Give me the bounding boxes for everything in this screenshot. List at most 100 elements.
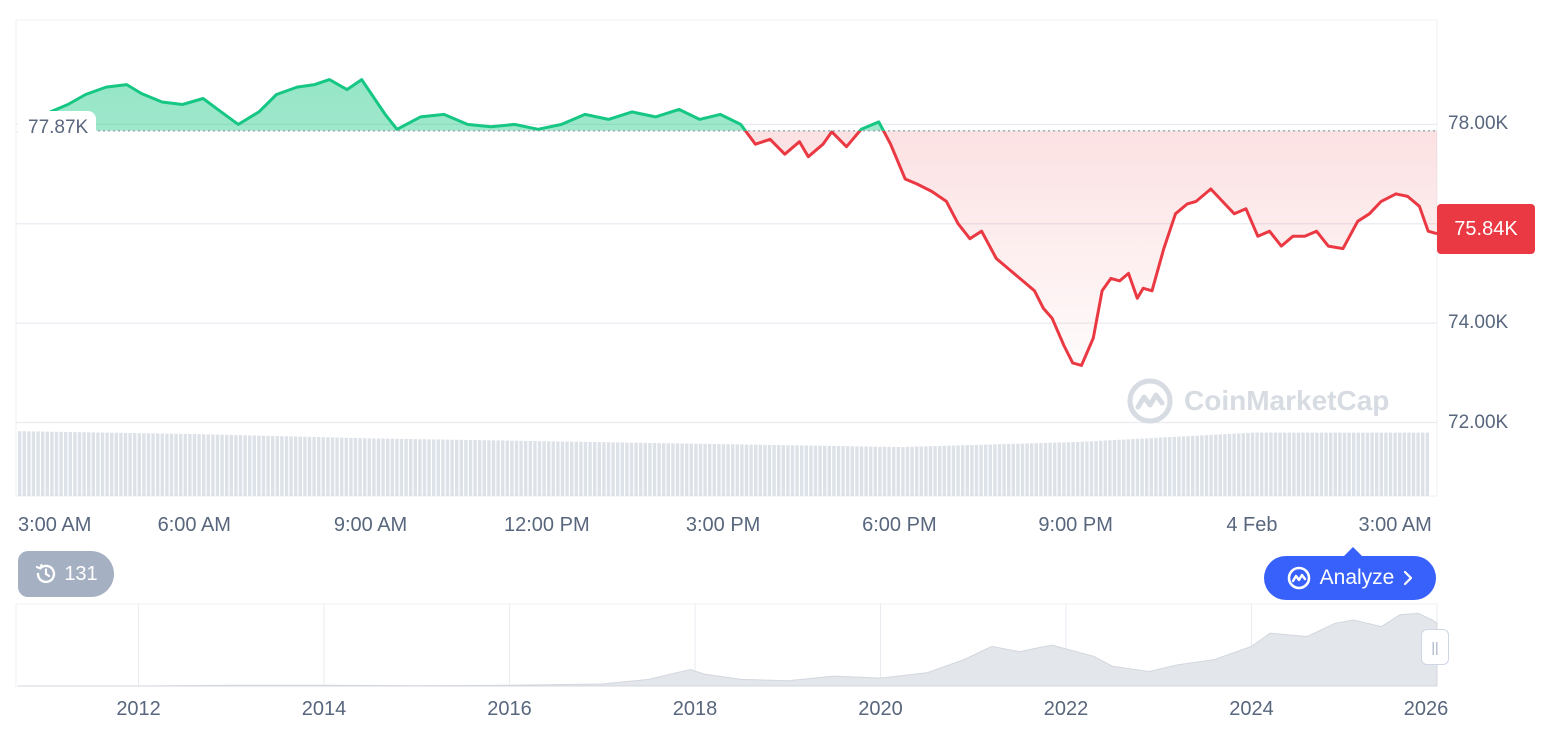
coinmarketcap-logo-icon xyxy=(1287,566,1310,590)
navigator-tick-label: 2016 xyxy=(487,698,532,720)
volume-bar xyxy=(183,433,187,496)
volume-bar xyxy=(1034,443,1038,496)
volume-bar xyxy=(257,435,261,496)
volume-bar xyxy=(1352,432,1356,496)
volume-bar xyxy=(1039,443,1043,496)
volume-bar xyxy=(358,438,362,496)
volume-bar xyxy=(800,445,804,496)
volume-bar xyxy=(528,440,532,496)
volume-bar xyxy=(1135,438,1140,496)
volume-bar xyxy=(593,442,597,496)
volume-bar xyxy=(307,436,312,496)
volume-bar xyxy=(1066,442,1071,496)
volume-bar xyxy=(1043,442,1048,496)
volume-bar xyxy=(179,433,183,496)
volume-bar xyxy=(1347,432,1351,496)
y-tick-label: 78.00K xyxy=(1448,113,1509,135)
volume-bar xyxy=(841,446,845,496)
volume-bar xyxy=(238,435,243,496)
volume-bar xyxy=(1361,432,1365,496)
volume-bar xyxy=(473,440,477,496)
volume-bar xyxy=(344,437,348,496)
volume-bar xyxy=(1260,432,1264,496)
volume-bar xyxy=(340,437,344,496)
volume-bar xyxy=(1296,432,1301,496)
volume-bar xyxy=(1416,432,1420,496)
volume-bar xyxy=(625,442,629,496)
volume-bar xyxy=(832,445,836,496)
current-price-text: 75.84K xyxy=(1454,217,1518,240)
volume-bar xyxy=(634,442,638,496)
volume-bar xyxy=(1103,440,1107,496)
volume-bar xyxy=(606,442,611,496)
navigator[interactable] xyxy=(15,603,1438,687)
volume-bar xyxy=(1057,442,1061,496)
volume-bar xyxy=(96,432,100,496)
navigator-tick-label: 2026 xyxy=(1403,698,1449,720)
volume-bar xyxy=(1126,439,1130,496)
current-price-label: 75.84K xyxy=(1437,204,1535,254)
volume-bar xyxy=(974,444,979,496)
volume-bar xyxy=(478,440,482,496)
volume-bar xyxy=(1025,443,1029,496)
volume-bar xyxy=(519,440,523,496)
drag-handle-icon: || xyxy=(1431,639,1439,655)
volume-bar xyxy=(225,434,229,496)
volume-bar xyxy=(942,445,946,496)
volume-bar xyxy=(855,446,859,496)
volume-bar xyxy=(280,436,284,496)
volume-bar xyxy=(919,446,923,496)
volume-bar xyxy=(1089,441,1094,496)
volume-bar xyxy=(1149,438,1153,496)
volume-bar xyxy=(1076,441,1080,496)
volume-bar xyxy=(1333,432,1337,496)
price-area-down xyxy=(18,130,1437,366)
volume-bar xyxy=(1393,432,1397,496)
volume-bar xyxy=(367,438,371,496)
volume-bar xyxy=(551,441,555,496)
volume-bar xyxy=(671,443,675,496)
volume-bar xyxy=(869,446,873,496)
volume-bar xyxy=(993,444,997,496)
volume-bar xyxy=(261,435,266,496)
volume-bar xyxy=(353,437,358,496)
volume-bar xyxy=(119,432,123,496)
volume-bar xyxy=(491,440,496,496)
navigator-handle[interactable]: || xyxy=(1421,629,1449,665)
volume-bar xyxy=(422,439,427,496)
volume-bar xyxy=(330,437,335,496)
x-tick-label: 3:00 PM xyxy=(685,514,761,536)
volume-bar xyxy=(1237,433,1241,496)
volume-bar xyxy=(1062,442,1066,496)
analyze-button[interactable]: Analyze xyxy=(1264,547,1436,600)
volume-bar xyxy=(87,432,91,496)
volume-bar xyxy=(1085,441,1089,496)
volume-bar xyxy=(735,444,739,496)
volume-bar xyxy=(804,445,808,496)
volume-bar xyxy=(1269,432,1273,496)
x-tick-label: 4 Feb xyxy=(1226,514,1278,536)
coinmarketcap-logo-icon xyxy=(1127,378,1173,424)
volume-bar xyxy=(951,445,956,496)
volume-bar xyxy=(1310,432,1314,496)
volume-bar xyxy=(220,434,224,496)
volume-bar xyxy=(197,434,201,496)
volume-bar xyxy=(418,439,422,496)
x-tick-label: 9:00 PM xyxy=(1038,514,1113,536)
volume-bar xyxy=(395,438,399,496)
history-badge[interactable]: 131 xyxy=(18,551,114,597)
volume-bar xyxy=(836,446,841,496)
volume-bar xyxy=(758,444,762,496)
volume-bar xyxy=(1071,442,1075,496)
volume-bar xyxy=(501,440,505,496)
volume-bar xyxy=(1407,432,1411,496)
volume-bar xyxy=(1398,432,1402,496)
volume-bar xyxy=(82,432,86,496)
volume-bar xyxy=(726,444,730,496)
volume-bar xyxy=(790,445,795,496)
volume-bar xyxy=(652,443,657,496)
volume-bar xyxy=(657,443,661,496)
volume-bar xyxy=(1140,438,1144,496)
volume-bar xyxy=(1241,433,1245,496)
